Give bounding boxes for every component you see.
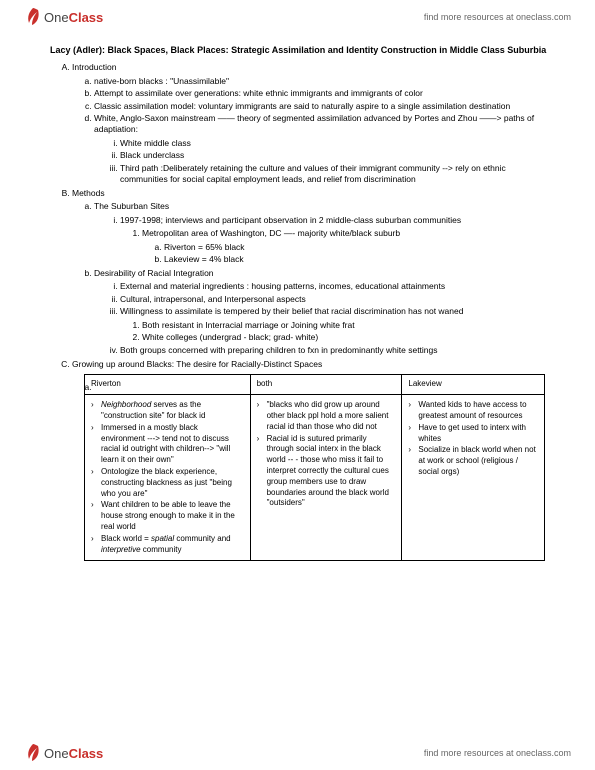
cell-both: "blacks who did grow up around other bla… [250, 395, 402, 561]
B-b-iii-2: White colleges (undergrad - black; grad-… [142, 332, 555, 343]
B-a: The Suburban Sites 1997-1998; interviews… [94, 201, 555, 265]
comparison-table: Riverton both Lakeview Neighborhood serv… [84, 374, 545, 561]
footer-tagline: find more resources at oneclass.com [424, 748, 571, 758]
list-item: "blacks who did grow up around other bla… [267, 400, 396, 432]
section-A-head: Introduction [72, 62, 116, 72]
page-header: OneClass find more resources at oneclass… [0, 0, 595, 34]
col-riverton: Riverton [85, 375, 251, 395]
B-a-i-1-text: Metropolitan area of Washington, DC —- m… [142, 228, 400, 238]
B-a-i-text: 1997-1998; interviews and participant ob… [120, 215, 461, 225]
A-d: White, Anglo-Saxon mainstream —— theory … [94, 113, 555, 186]
section-C-head: Growing up around Blacks: The desire for… [72, 359, 322, 369]
leaf-icon [24, 742, 42, 764]
brand-text: OneClass [44, 10, 103, 25]
brand-logo: OneClass [24, 6, 103, 28]
list-item: Neighborhood serves as the "construction… [101, 400, 244, 422]
B-b-text: Desirability of Racial Integration [94, 268, 214, 278]
B-b-ii: Cultural, intrapersonal, and Interperson… [120, 294, 555, 305]
section-A: Introduction native-born blacks : "Unass… [72, 62, 555, 186]
cell-lakeview: Wanted kids to have access to greatest a… [402, 395, 545, 561]
B-a-i: 1997-1998; interviews and participant ob… [120, 215, 555, 266]
A-d-iii: Third path :Deliberately retaining the c… [120, 163, 555, 186]
list-item: Racial id is sutured primarily through s… [267, 434, 396, 510]
B-a-i-1-a: Riverton = 65% black [164, 242, 555, 253]
col-lakeview: Lakeview [402, 375, 545, 395]
B-a-i-1: Metropolitan area of Washington, DC —- m… [142, 228, 555, 265]
document-title: Lacy (Adler): Black Spaces, Black Places… [50, 44, 555, 56]
table-row: Neighborhood serves as the "construction… [85, 395, 545, 561]
A-d-ii: Black underclass [120, 150, 555, 161]
list-item: Socialize in black world when not at wor… [418, 445, 538, 477]
list-item: Wanted kids to have access to greatest a… [418, 400, 538, 422]
B-b-i: External and material ingredients : hous… [120, 281, 555, 292]
list-item: Ontologize the black experience, constru… [101, 467, 244, 499]
B-b-iii-1: Both resistant in Interracial marriage o… [142, 320, 555, 331]
B-b-iii-text: Willingness to assimilate is tempered by… [120, 306, 463, 316]
B-a-text: The Suburban Sites [94, 201, 169, 211]
col-both: both [250, 375, 402, 395]
list-item: Black world = spatial community and inte… [101, 534, 244, 556]
A-c: Classic assimilation model: voluntary im… [94, 101, 555, 112]
outline-root: Introduction native-born blacks : "Unass… [50, 62, 555, 561]
B-b-iii: Willingness to assimilate is tempered by… [120, 306, 555, 343]
B-b-iv: Both groups concerned with preparing chi… [120, 345, 555, 356]
B-b: Desirability of Racial Integration Exter… [94, 268, 555, 357]
A-d-i: White middle class [120, 138, 555, 149]
document-body: Lacy (Adler): Black Spaces, Black Places… [0, 34, 595, 603]
cell-riverton: Neighborhood serves as the "construction… [85, 395, 251, 561]
section-B-head: Methods [72, 188, 105, 198]
section-C: Growing up around Blacks: The desire for… [72, 359, 555, 561]
list-item: Immersed in a mostly black environment -… [101, 423, 244, 466]
A-a: native-born blacks : "Unassimilable" [94, 76, 555, 87]
table-header-row: Riverton both Lakeview [85, 375, 545, 395]
brand-text-footer: OneClass [44, 746, 103, 761]
header-tagline: find more resources at oneclass.com [424, 12, 571, 22]
section-B: Methods The Suburban Sites 1997-1998; in… [72, 188, 555, 357]
list-item: Want children to be able to leave the ho… [101, 500, 244, 532]
page-footer: OneClass find more resources at oneclass… [0, 736, 595, 770]
A-b: Attempt to assimilate over generations: … [94, 88, 555, 99]
C-a: Riverton both Lakeview Neighborhood serv… [94, 374, 555, 561]
list-item: Have to get used to interx with whites [418, 423, 538, 445]
B-a-i-1-b: Lakeview = 4% black [164, 254, 555, 265]
A-d-text: White, Anglo-Saxon mainstream —— theory … [94, 113, 534, 134]
leaf-icon [24, 6, 42, 28]
brand-logo-footer: OneClass [24, 742, 103, 764]
